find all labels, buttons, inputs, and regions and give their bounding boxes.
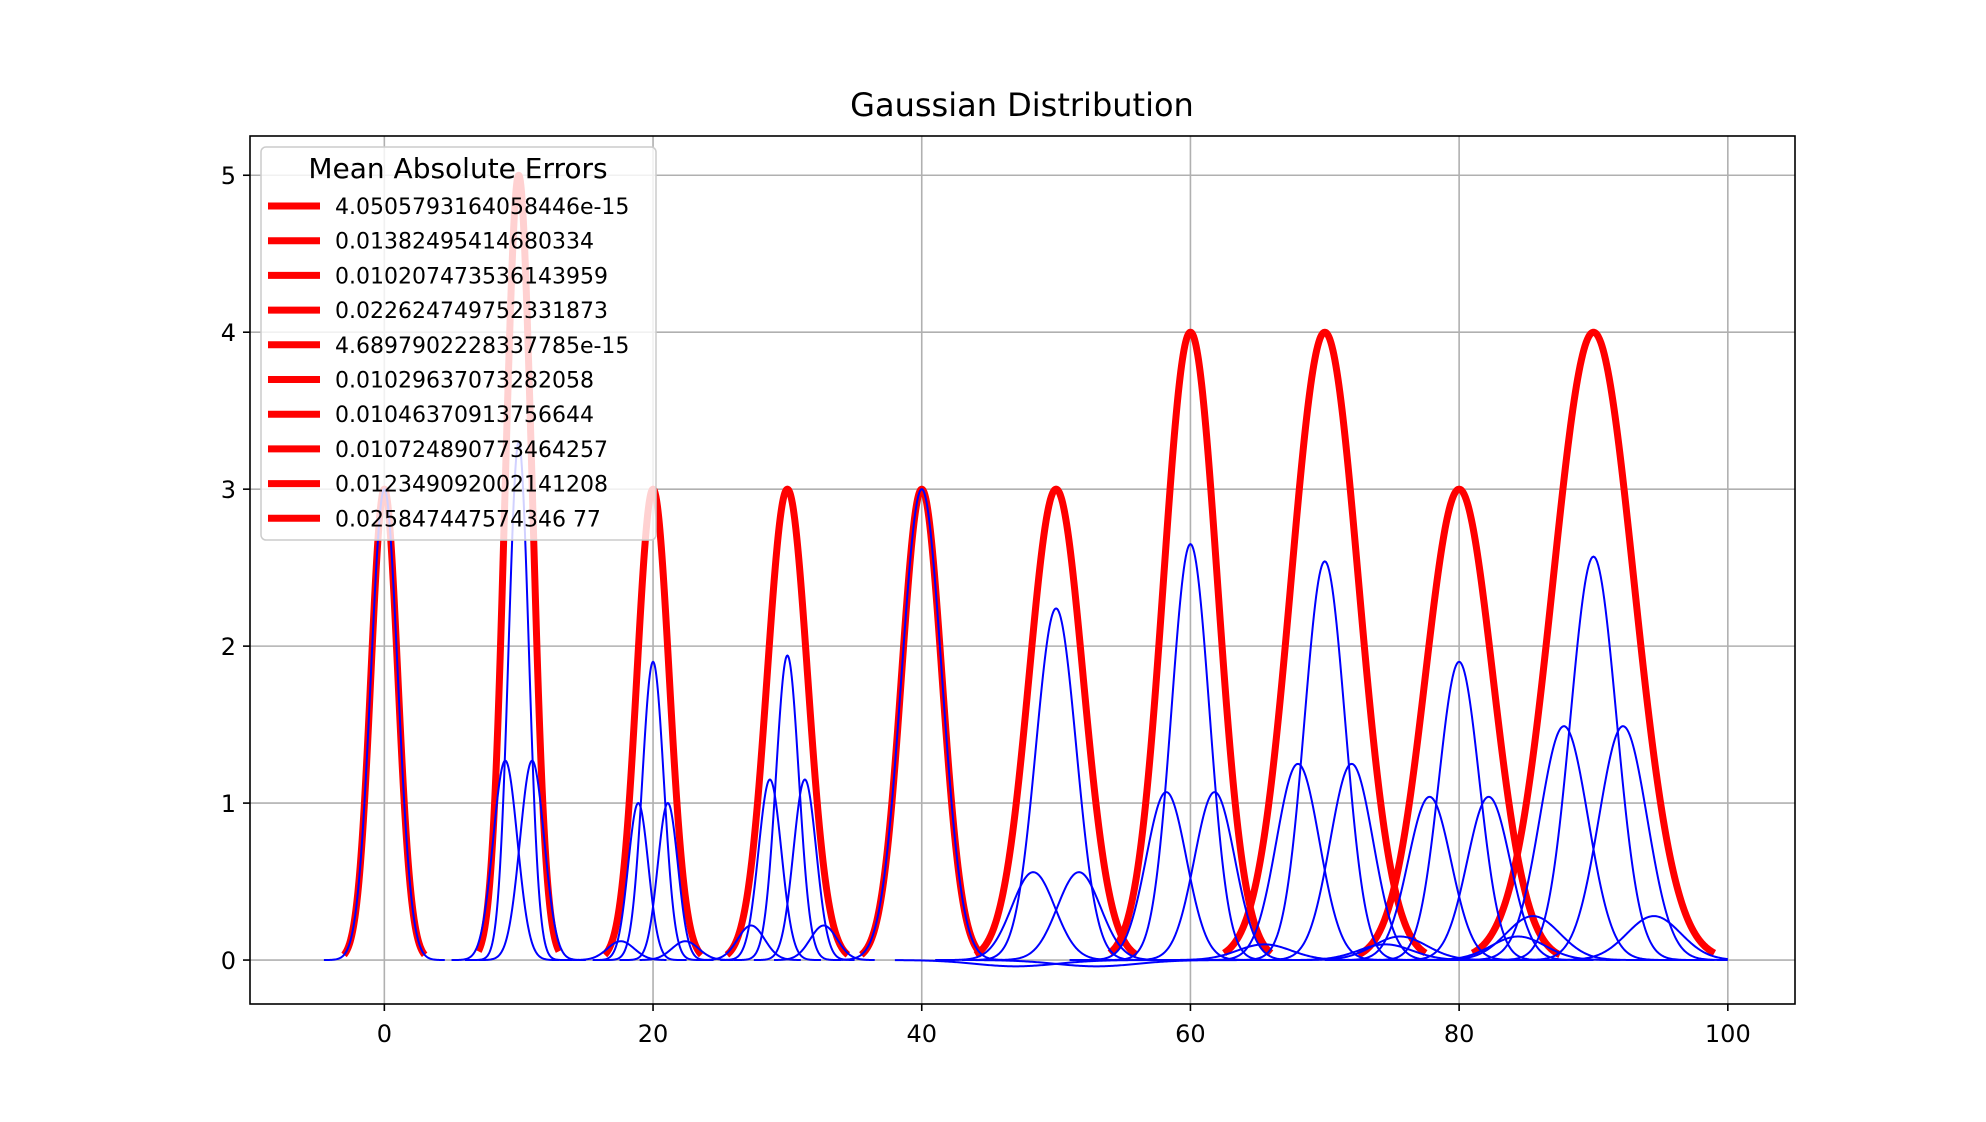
y-tick-label: 1 — [221, 790, 236, 818]
component-gaussian-curve — [841, 488, 1003, 961]
legend-entry-label: 0.010724890773464257 — [335, 438, 608, 463]
component-gaussian-curve — [753, 778, 855, 962]
y-tick-label: 2 — [221, 633, 236, 661]
x-tick-label: 40 — [906, 1020, 937, 1048]
legend-entry-label: 0.025847447574346 77 — [335, 507, 601, 532]
legend-entry-label: 0.01029637073282058 — [335, 369, 594, 394]
x-tick-label: 60 — [1175, 1020, 1206, 1048]
component-gaussian-curve — [619, 802, 714, 962]
component-gaussian-curve — [700, 924, 801, 962]
legend-title: Mean Absolute Errors — [308, 152, 607, 185]
component-gaussian-curve — [720, 778, 821, 962]
axes-frame — [249, 135, 1796, 1005]
target-gaussian-curve — [1107, 328, 1274, 956]
legend-entry-label: 0.022624749752331873 — [335, 299, 608, 324]
component-gaussian-curve — [1499, 725, 1728, 962]
y-tick-label: 5 — [221, 162, 236, 190]
target-gaussian-curve — [724, 485, 851, 958]
target-gaussian-curve — [972, 485, 1140, 958]
x-tick-label: 100 — [1705, 1020, 1751, 1048]
y-tick-label: 4 — [221, 319, 236, 347]
component-gaussian-curve — [592, 802, 687, 962]
y-axis-ticks: 0 1 2 3 4 5 — [221, 162, 250, 975]
legend-entry-label: 0.010207473536143959 — [335, 264, 608, 289]
target-gaussian-curve — [1355, 485, 1563, 958]
y-tick-label: 3 — [221, 476, 236, 504]
legend-entries: 4.0505793164058446e-15 0.0138249541468033… — [268, 195, 629, 532]
legend-box — [260, 146, 657, 541]
chart-title: Gaussian Distribution — [850, 86, 1194, 124]
component-gaussian-curve — [733, 654, 842, 962]
component-gaussian-curve — [1432, 915, 1661, 962]
component-gaussian-curve — [894, 959, 1164, 968]
legend-entry-label: 4.6897902228337785e-15 — [335, 334, 629, 359]
y-tick-label: 0 — [221, 947, 236, 975]
component-gaussian-curve — [773, 924, 875, 962]
component-gaussian-curve — [962, 607, 1151, 962]
x-tick-label: 0 — [377, 1020, 392, 1048]
legend: Mean Absolute Errors 4.0505793164058446e… — [260, 146, 657, 541]
legend-entry-label: 4.0505793164058446e-15 — [335, 195, 629, 220]
legend-entry-label: 0.01382495414680334 — [335, 230, 594, 255]
x-tick-label: 80 — [1444, 1020, 1475, 1048]
component-gaussian-curve — [599, 660, 707, 962]
component-gaussian-curve — [975, 959, 1245, 968]
legend-entry-label: 0.012349092002141208 — [335, 473, 608, 498]
component-gaussian-curve — [1539, 915, 1728, 962]
x-axis-ticks: 0 20 40 60 80 100 — [377, 1004, 1751, 1048]
target-gaussian-curve — [1221, 328, 1429, 957]
legend-entry-label: 0.01046370913756644 — [335, 403, 594, 428]
x-tick-label: 20 — [638, 1020, 669, 1048]
